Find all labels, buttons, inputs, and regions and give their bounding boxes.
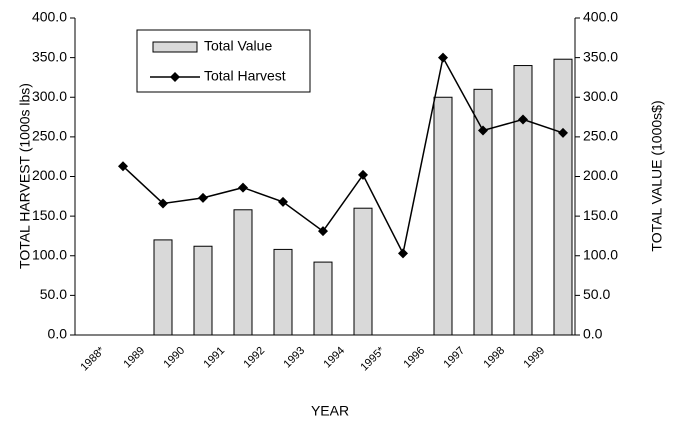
y-tick-label: 0.0 bbox=[48, 326, 68, 342]
y2-tick-label: 350.0 bbox=[583, 48, 618, 64]
x-tick-label: 1989 bbox=[121, 345, 147, 371]
marker bbox=[238, 182, 248, 193]
x-tick-label: 1994 bbox=[321, 345, 347, 371]
y-tick-label: 250.0 bbox=[32, 128, 67, 144]
bar bbox=[153, 239, 173, 336]
y2-tick-label: 100.0 bbox=[583, 246, 618, 262]
bar bbox=[273, 248, 293, 336]
bar bbox=[313, 261, 333, 336]
marker bbox=[118, 161, 128, 172]
y-tick-label: 400.0 bbox=[32, 9, 67, 25]
x-tick-label: 1988* bbox=[78, 344, 107, 373]
x-tick-label: 1993 bbox=[281, 345, 307, 371]
x-tick-label: 1995* bbox=[358, 344, 387, 373]
y-tick-label: 150.0 bbox=[32, 207, 67, 223]
marker bbox=[558, 127, 568, 138]
marker bbox=[158, 198, 168, 209]
y2-tick-label: 200.0 bbox=[583, 167, 618, 183]
legend-marker bbox=[170, 72, 180, 82]
marker bbox=[478, 125, 488, 136]
x-tick-label: 1998 bbox=[481, 345, 507, 371]
y2-axis-label: TOTAL VALUE (1000s$) bbox=[649, 100, 665, 251]
bar bbox=[193, 245, 213, 336]
legend-label: Total Harvest bbox=[204, 68, 286, 84]
marker bbox=[358, 169, 368, 180]
x-tick-label: 1996 bbox=[401, 345, 427, 371]
y2-tick-label: 300.0 bbox=[583, 88, 618, 104]
x-tick-label: 1999 bbox=[521, 345, 547, 371]
x-tick-label: 1991 bbox=[201, 345, 227, 371]
marker bbox=[398, 248, 408, 259]
y2-tick-label: 50.0 bbox=[583, 286, 610, 302]
marker bbox=[278, 196, 288, 207]
marker bbox=[318, 226, 328, 237]
marker bbox=[518, 114, 528, 125]
legend-box bbox=[136, 29, 311, 93]
bar bbox=[353, 207, 373, 336]
bar bbox=[553, 58, 573, 336]
bar bbox=[473, 88, 493, 336]
x-tick-label: 1992 bbox=[241, 345, 267, 371]
legend-swatch bbox=[152, 41, 198, 53]
y-tick-label: 200.0 bbox=[32, 167, 67, 183]
x-tick-label: 1990 bbox=[161, 345, 187, 371]
x-axis-label: YEAR bbox=[311, 403, 349, 419]
y2-tick-label: 0.0 bbox=[583, 326, 603, 342]
line bbox=[122, 55, 564, 256]
bar bbox=[513, 65, 533, 336]
y-tick-label: 300.0 bbox=[32, 88, 67, 104]
x-tick-label: 1997 bbox=[441, 345, 467, 371]
bar bbox=[233, 209, 253, 336]
y2-tick-label: 250.0 bbox=[583, 128, 618, 144]
y-tick-label: 100.0 bbox=[32, 246, 67, 262]
y2-tick-label: 150.0 bbox=[583, 207, 618, 223]
y-tick-label: 50.0 bbox=[40, 286, 67, 302]
marker bbox=[438, 52, 448, 63]
bar bbox=[433, 96, 453, 336]
y-tick-label: 350.0 bbox=[32, 48, 67, 64]
legend-label: Total Value bbox=[204, 38, 272, 54]
y2-tick-label: 400.0 bbox=[583, 9, 618, 25]
marker bbox=[198, 192, 208, 203]
y-axis-label: TOTAL HARVEST (1000s lbs) bbox=[17, 83, 33, 269]
